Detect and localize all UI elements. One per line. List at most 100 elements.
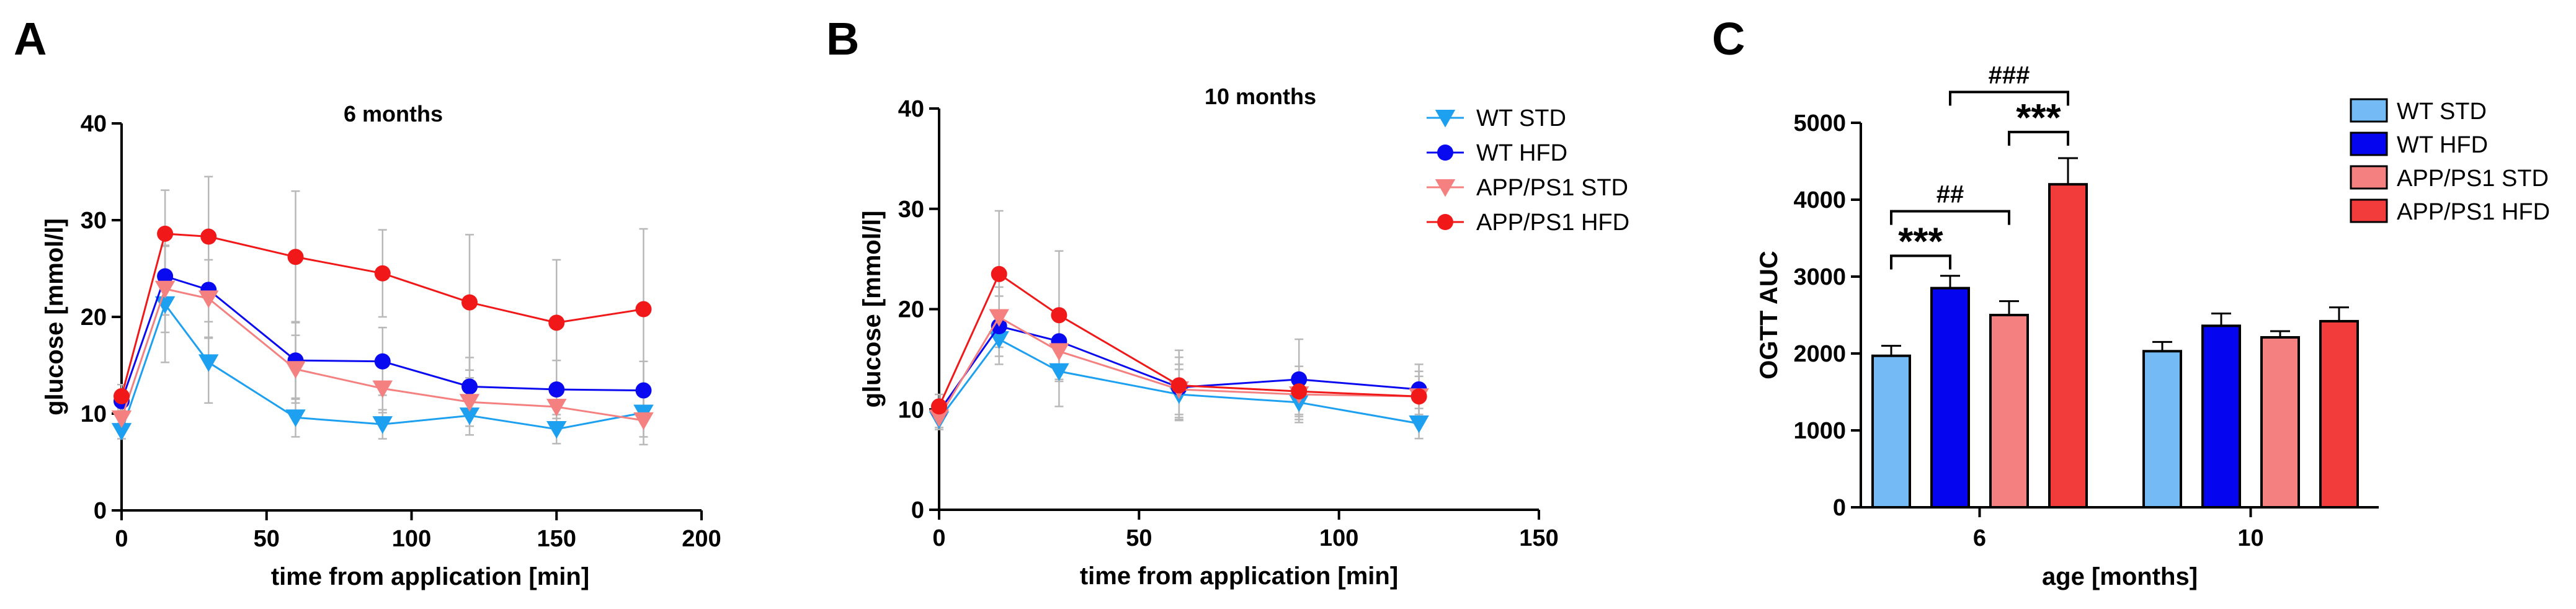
- y-tick-label: 1000: [1793, 418, 1846, 444]
- data-point-app-ps1-hfd: [287, 249, 304, 265]
- significance-label: ###: [1989, 61, 2030, 89]
- data-point-wt-hfd: [157, 268, 174, 285]
- legend-label-app-ps1-hfd: APP/PS1 HFD: [1476, 210, 1629, 236]
- data-point-wt-hfd: [374, 353, 391, 370]
- data-point-app-ps1-std: [198, 290, 219, 308]
- bar-wt-std: [1871, 354, 1911, 509]
- x-tick-label: 10: [2237, 525, 2263, 551]
- data-point-app-ps1-std: [285, 361, 306, 379]
- x-tick-label: 0: [932, 525, 945, 551]
- panel-letter-a: A: [14, 13, 47, 64]
- data-point-wt-std: [1049, 363, 1069, 381]
- bar-wt-hfd: [1930, 287, 1970, 509]
- legend-label-wt-std: WT STD: [2397, 99, 2487, 125]
- data-point-wt-std: [989, 331, 1009, 349]
- bar-wt-std: [2142, 350, 2182, 509]
- bar-app-ps1-std: [2260, 336, 2300, 509]
- y-tick-label: 0: [1833, 495, 1846, 521]
- bar-app-ps1-hfd: [2319, 319, 2359, 509]
- y-tick-label: 0: [911, 497, 924, 523]
- data-point-wt-std: [111, 423, 132, 441]
- series-line-app-ps1-hfd: [938, 272, 1419, 407]
- y-tick-label: 10: [81, 401, 107, 427]
- chart-title: 10 months: [1205, 84, 1316, 109]
- legend-label-app-ps1-std: APP/PS1 STD: [2397, 166, 2549, 192]
- bar-wt-hfd: [2201, 324, 2241, 509]
- data-point-app-ps1-std: [633, 412, 654, 430]
- chart-panel-a: 0 50 100 150 200 0 10 20 30 40 6 months time from a…: [41, 101, 721, 590]
- y-tick-label: 30: [898, 197, 924, 223]
- series-line-wt-std: [938, 338, 1419, 425]
- x-axis-label: time from application [min]: [1080, 562, 1398, 590]
- significance-bracket: [2008, 130, 2069, 146]
- legend-marker: [1437, 144, 1453, 161]
- significance-label: ##: [1936, 181, 1964, 208]
- series-line-app-ps1-std: [938, 316, 1419, 418]
- data-point-app-ps1-std: [372, 380, 393, 398]
- data-point-wt-std: [372, 416, 393, 434]
- x-axis-label: time from application [min]: [271, 563, 589, 590]
- panel-letter-c: C: [1712, 13, 1745, 64]
- x-tick-label: 6: [1973, 525, 1986, 551]
- x-axis-label: age [months]: [2042, 563, 2198, 590]
- x-tick-label: 150: [1519, 525, 1558, 551]
- chart-panel-c: 0 1000 2000 3000 4000 5000 6 10 age [months] OGTT…: [1755, 61, 2550, 590]
- data-point-app-ps1-hfd: [548, 314, 565, 331]
- y-tick-label: 0: [94, 498, 107, 524]
- data-point-app-ps1-std: [989, 309, 1009, 327]
- legend-swatch: [2350, 131, 2388, 156]
- data-point-app-ps1-std: [546, 399, 567, 417]
- y-tick-label: 20: [898, 297, 924, 323]
- significance-bracket: [1890, 254, 1951, 270]
- y-tick-label: 30: [81, 208, 107, 234]
- data-point-app-ps1-std: [929, 409, 950, 427]
- y-tick-label: 40: [81, 111, 107, 137]
- y-axis-label: glucose [mmol/l]: [41, 218, 68, 416]
- data-point-app-ps1-hfd: [1411, 388, 1427, 405]
- series-line-app-ps1-std: [120, 288, 644, 422]
- data-point-wt-hfd: [635, 382, 652, 399]
- significance-label: ***: [2016, 97, 2061, 140]
- x-tick-label: 50: [254, 526, 280, 552]
- data-point-app-ps1-hfd: [1291, 383, 1308, 400]
- data-point-app-ps1-hfd: [461, 294, 478, 311]
- data-point-app-ps1-hfd: [1051, 307, 1067, 324]
- legend-marker: [1435, 110, 1456, 128]
- series-line-wt-hfd: [938, 325, 1419, 412]
- data-point-app-ps1-std: [1049, 343, 1069, 361]
- legend-swatch: [2350, 198, 2388, 223]
- legend-label-app-ps1-std: APP/PS1 STD: [1476, 175, 1628, 201]
- y-tick-label: 2000: [1793, 341, 1846, 367]
- series-line-wt-std: [120, 302, 644, 432]
- legend-swatch: [2350, 98, 2388, 123]
- x-tick-label: 150: [537, 526, 576, 552]
- legend-label-app-ps1-hfd: APP/PS1 HFD: [2397, 199, 2550, 225]
- legend-swatch: [2350, 165, 2388, 190]
- data-point-app-ps1-hfd: [157, 225, 174, 242]
- bar-app-ps1-std: [1989, 314, 2029, 509]
- chart-panel-b: 0 50 100 150 0 10 20 30 40 10 months time from app…: [858, 84, 1629, 590]
- legend-marker: [1435, 179, 1456, 197]
- data-point-wt-std: [285, 409, 306, 427]
- data-point-app-ps1-std: [111, 410, 132, 429]
- y-axis-label: glucose [mmol/l]: [858, 211, 886, 408]
- data-point-wt-std: [1409, 415, 1429, 433]
- legend-marker: [1437, 214, 1453, 230]
- x-tick-label: 50: [1126, 525, 1152, 551]
- x-tick-label: 0: [115, 526, 128, 552]
- x-tick-label: 200: [682, 526, 721, 552]
- y-tick-label: 10: [898, 397, 924, 423]
- data-point-app-ps1-hfd: [200, 228, 217, 245]
- data-point-app-ps1-std: [154, 280, 176, 299]
- y-tick-label: 20: [81, 304, 107, 331]
- y-axis-label: OGTT AUC: [1755, 251, 1783, 379]
- data-point-app-ps1-hfd: [991, 265, 1007, 282]
- x-tick-label: 100: [392, 526, 431, 552]
- data-point-wt-hfd: [1291, 371, 1308, 388]
- legend-label-wt-hfd: WT HFD: [2397, 132, 2488, 158]
- panel-letter-b: B: [826, 13, 859, 64]
- data-point-wt-hfd: [548, 381, 565, 398]
- data-point-app-ps1-hfd: [931, 398, 947, 415]
- data-point-wt-hfd: [461, 378, 478, 395]
